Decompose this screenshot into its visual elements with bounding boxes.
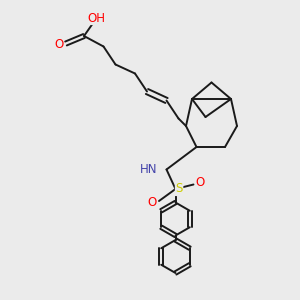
Text: O: O bbox=[54, 38, 63, 52]
Text: O: O bbox=[196, 176, 205, 190]
Text: OH: OH bbox=[87, 11, 105, 25]
Text: S: S bbox=[176, 182, 183, 196]
Text: O: O bbox=[148, 196, 157, 209]
Text: HN: HN bbox=[140, 163, 158, 176]
